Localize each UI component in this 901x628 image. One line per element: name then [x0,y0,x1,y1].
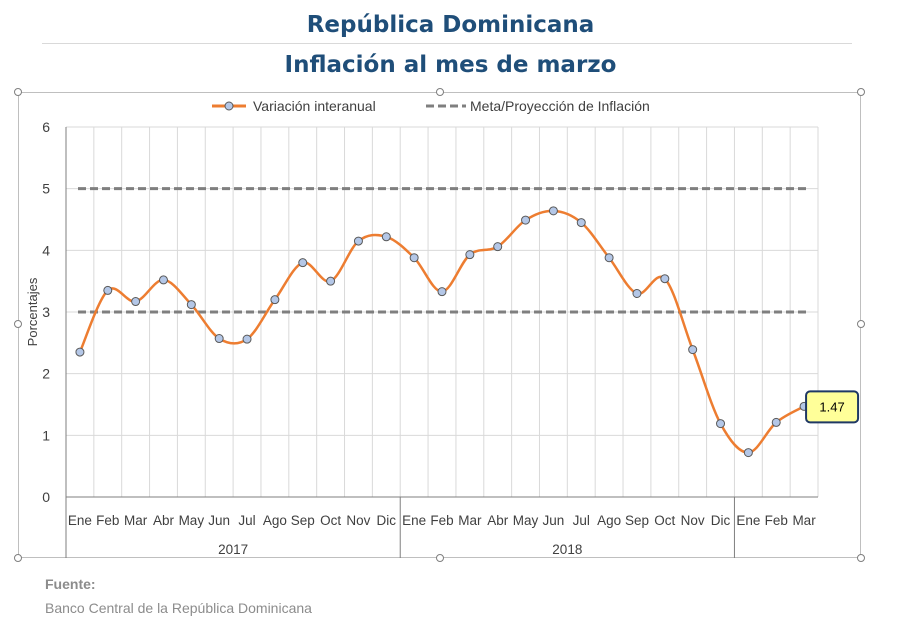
data-point[interactable] [381,232,391,242]
x-tick-label: Jun [543,513,565,528]
data-point[interactable] [716,419,726,429]
data-point[interactable] [632,289,642,298]
x-tick-label: Oct [654,513,675,528]
data-point[interactable] [660,274,670,284]
x-tick-label: Ene [736,513,760,528]
x-tick-label: May [513,513,539,528]
data-point[interactable] [75,347,85,357]
x-tick-label: Abr [487,513,509,528]
x-tick-label: Ago [263,513,287,528]
data-point[interactable] [743,448,753,458]
x-tick-label: Mar [458,513,482,528]
y-tick-label: 5 [42,181,50,197]
x-tick-label: Nov [346,513,370,528]
x-tick-label: Sep [625,513,649,528]
y-tick-label: 4 [42,242,50,258]
x-tick-label: Jul [573,513,590,528]
data-point[interactable] [326,276,336,286]
x-tick-label: Feb [430,513,453,528]
data-point[interactable] [298,258,308,268]
resize-handle-middle-left[interactable] [14,320,22,328]
data-point[interactable] [186,300,196,310]
legend-swatch-marker [224,101,234,111]
data-point[interactable] [576,218,586,228]
x-tick-label: Jul [238,513,255,528]
data-point[interactable] [353,236,363,246]
data-point[interactable] [548,206,558,216]
y-tick-label: 3 [42,304,50,320]
resize-handle-top-left[interactable] [14,88,22,96]
y-tick-label: 6 [42,119,50,135]
x-tick-label: Nov [681,513,705,528]
group-label: 2017 [218,542,248,557]
x-tick-label: Mar [792,513,816,528]
y-tick-label: 0 [42,489,50,505]
x-tick-label: Dic [377,513,397,528]
series-line-variacion-interanual[interactable] [78,209,805,454]
data-point[interactable] [270,295,280,305]
source-text: Banco Central de la República Dominicana [45,600,312,616]
x-tick-label: Feb [765,513,788,528]
chart-subtitle: Inflación al mes de marzo [284,52,617,78]
y-tick-label: 1 [42,427,50,443]
x-tick-label: Sep [291,513,315,528]
data-point[interactable] [493,242,503,252]
title-divider [42,43,852,44]
data-point[interactable] [214,334,224,344]
data-point[interactable] [771,417,781,427]
y-axis-label: Porcentajes [25,277,40,346]
x-tick-label: May [179,513,205,528]
data-point[interactable] [409,253,419,263]
resize-handle-middle-right[interactable] [857,320,865,328]
source-label: Fuente: [45,576,96,592]
x-tick-label: Abr [153,513,175,528]
data-point[interactable] [131,297,141,307]
x-tick-label: Jun [208,513,230,528]
data-point[interactable] [158,275,168,285]
resize-handle-bottom-left[interactable] [14,554,22,562]
data-point[interactable] [604,253,614,263]
data-callout-box[interactable] [805,390,860,424]
resize-handle-top-center[interactable] [436,88,444,96]
data-point[interactable] [521,215,531,225]
x-tick-label: Dic [711,513,731,528]
data-point[interactable] [465,250,475,260]
x-tick-label: Oct [320,513,341,528]
chart-title: República Dominicana [306,12,595,38]
data-point[interactable] [437,287,447,297]
y-tick-label: 2 [42,366,50,382]
group-label: 2018 [552,542,582,557]
resize-handle-bottom-right[interactable] [857,554,865,562]
resize-handle-bottom-center[interactable] [436,554,444,562]
x-tick-label: Ene [402,513,426,528]
resize-handle-top-right[interactable] [857,88,865,96]
data-point[interactable] [688,345,698,355]
data-point[interactable] [103,285,113,295]
x-tick-label: Feb [96,513,119,528]
data-callout-label: 1.47 [819,399,844,414]
x-tick-label: Mar [124,513,148,528]
x-tick-label: Ene [68,513,92,528]
x-tick-label: Ago [597,513,621,528]
data-point[interactable] [242,334,252,344]
legend-label: Variación interanual [253,98,376,114]
legend-label: Meta/Proyección de Inflación [470,98,650,114]
